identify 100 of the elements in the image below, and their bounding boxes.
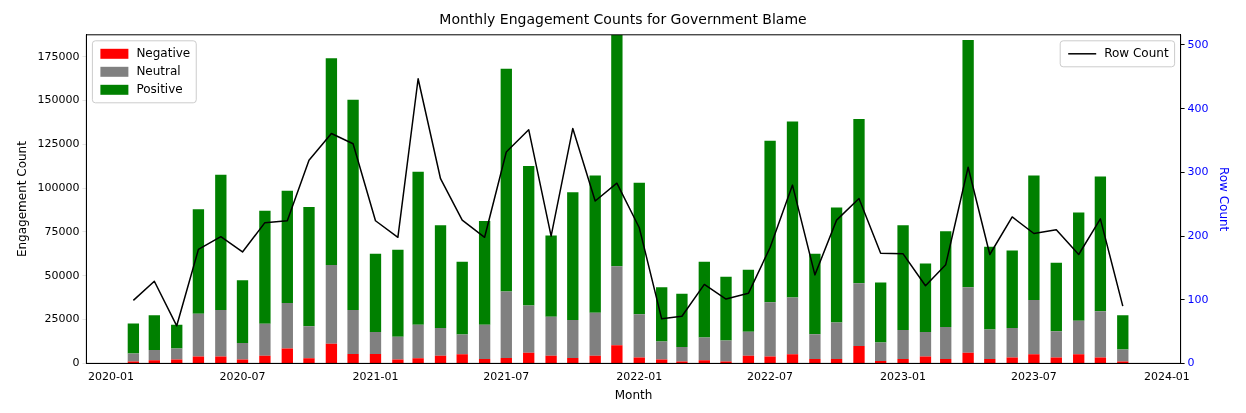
y2-tick-label: 400 xyxy=(1187,101,1209,115)
bar xyxy=(478,221,491,325)
bar xyxy=(940,326,952,360)
x-tick-label: 2022-07 xyxy=(747,369,794,383)
bar xyxy=(676,293,688,347)
bar xyxy=(567,319,579,358)
bar xyxy=(412,171,424,325)
y-axis-title: Engagement Count xyxy=(15,140,30,258)
bar xyxy=(786,354,799,363)
x-tick-label: 2020-07 xyxy=(219,369,266,383)
bar xyxy=(456,261,468,335)
bar xyxy=(478,359,491,363)
bar xyxy=(347,99,359,311)
bar xyxy=(1094,311,1107,358)
bar xyxy=(1094,357,1107,363)
x-tick-label: 2023-07 xyxy=(1010,369,1057,383)
y-tick-label: 50000 xyxy=(44,268,80,282)
bar xyxy=(1073,212,1085,321)
bar xyxy=(412,358,424,363)
legend-label: Row Count xyxy=(1104,45,1169,60)
bar xyxy=(523,352,535,363)
bar xyxy=(984,359,996,363)
bar xyxy=(897,225,909,331)
bar xyxy=(1006,357,1018,363)
bar xyxy=(611,345,623,363)
bar xyxy=(720,276,732,341)
bar xyxy=(259,323,271,356)
bar xyxy=(742,269,755,332)
x-tick-label: 2022-01 xyxy=(616,369,663,383)
bar xyxy=(589,312,601,356)
bar xyxy=(720,340,732,362)
y-tick-label: 175000 xyxy=(37,49,80,63)
bar xyxy=(853,283,865,347)
bar xyxy=(281,348,293,363)
y-tick-label: 125000 xyxy=(37,137,80,151)
bar xyxy=(567,192,579,320)
bar xyxy=(1028,354,1040,363)
bar xyxy=(611,34,623,267)
bar xyxy=(1028,299,1040,355)
bar xyxy=(236,280,249,344)
x-tick-label: 2021-07 xyxy=(483,369,530,383)
bar xyxy=(215,174,227,311)
bar xyxy=(919,356,932,363)
bar xyxy=(742,355,755,363)
bar xyxy=(919,332,932,357)
bar xyxy=(1028,175,1040,300)
x-axis-title: Month xyxy=(614,387,653,402)
y-tick-label: 25000 xyxy=(44,312,80,326)
bar xyxy=(1050,331,1062,358)
y-tick-label: 75000 xyxy=(44,224,80,238)
bar xyxy=(434,328,447,356)
bar xyxy=(369,253,382,333)
y-tick-label: 150000 xyxy=(37,93,80,107)
bar xyxy=(589,355,601,363)
bar xyxy=(281,190,293,304)
bar xyxy=(192,356,205,363)
bar xyxy=(456,354,468,363)
bar xyxy=(1073,354,1085,363)
bar xyxy=(347,310,359,354)
bar xyxy=(500,357,512,363)
bar xyxy=(633,314,645,358)
bar xyxy=(478,324,491,360)
bar xyxy=(1050,262,1062,332)
x-tick-label: 2021-01 xyxy=(352,369,399,383)
bar xyxy=(392,249,404,337)
bar xyxy=(698,261,710,338)
y2-tick-label: 500 xyxy=(1187,37,1209,51)
bar xyxy=(325,264,338,344)
bar xyxy=(215,356,227,363)
bar xyxy=(633,182,645,315)
bar xyxy=(192,313,205,357)
bar xyxy=(786,297,799,355)
bar xyxy=(809,253,821,335)
legend-label: Positive xyxy=(136,81,183,96)
bar xyxy=(281,303,293,349)
bar xyxy=(369,353,382,363)
bar xyxy=(962,287,974,353)
bar xyxy=(853,346,865,363)
bar xyxy=(369,332,382,354)
bar xyxy=(1073,320,1085,355)
bar xyxy=(392,336,404,360)
bar xyxy=(656,287,668,342)
bar xyxy=(523,166,535,306)
bar xyxy=(742,331,755,356)
bar xyxy=(303,206,315,327)
x-tick-label: 2020-01 xyxy=(87,369,134,383)
y-tick-label: 100000 xyxy=(37,181,80,195)
bar xyxy=(1117,315,1129,350)
bar xyxy=(786,121,799,298)
bar xyxy=(392,359,404,363)
bar xyxy=(764,302,776,357)
bar xyxy=(897,330,909,360)
bar xyxy=(809,334,821,360)
bar xyxy=(347,353,359,363)
bar xyxy=(1094,176,1107,312)
y2-tick-label: 100 xyxy=(1187,292,1209,306)
x-tick-label: 2023-01 xyxy=(880,369,927,383)
bar xyxy=(830,322,843,360)
bar xyxy=(412,324,424,359)
bar xyxy=(764,140,776,303)
